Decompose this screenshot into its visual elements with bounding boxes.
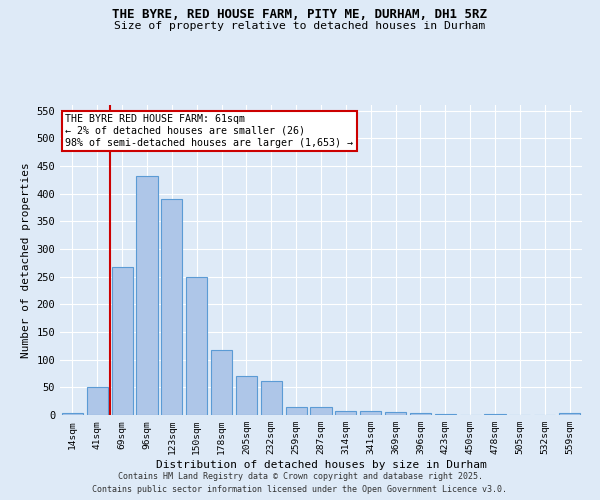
Bar (161, 199, 182, 415)
Bar (385, 412, 406, 415)
Bar (410, 413, 431, 415)
Bar (261, 380, 282, 415)
Text: Contains public sector information licensed under the Open Government Licence v3: Contains public sector information licen… (92, 485, 508, 494)
Text: Contains HM Land Registry data © Crown copyright and database right 2025.: Contains HM Land Registry data © Crown c… (118, 472, 482, 481)
Bar (310, 407, 332, 415)
Bar (435, 414, 456, 415)
Bar (136, 176, 158, 415)
X-axis label: Distribution of detached houses by size in Durham: Distribution of detached houses by size … (155, 460, 487, 470)
Bar (87, 388, 108, 415)
Bar (360, 410, 381, 415)
Bar (186, 276, 207, 415)
Bar (286, 407, 307, 415)
Text: Size of property relative to detached houses in Durham: Size of property relative to detached ho… (115, 21, 485, 31)
Y-axis label: Number of detached properties: Number of detached properties (21, 162, 31, 358)
Bar (335, 411, 356, 415)
Bar (236, 376, 257, 415)
Text: THE BYRE, RED HOUSE FARM, PITY ME, DURHAM, DH1 5RZ: THE BYRE, RED HOUSE FARM, PITY ME, DURHA… (113, 8, 487, 20)
Bar (484, 414, 506, 415)
Text: THE BYRE RED HOUSE FARM: 61sqm
← 2% of detached houses are smaller (26)
98% of s: THE BYRE RED HOUSE FARM: 61sqm ← 2% of d… (65, 114, 353, 148)
Bar (112, 267, 133, 415)
Bar (62, 414, 83, 415)
Bar (211, 350, 232, 415)
Bar (559, 414, 580, 415)
